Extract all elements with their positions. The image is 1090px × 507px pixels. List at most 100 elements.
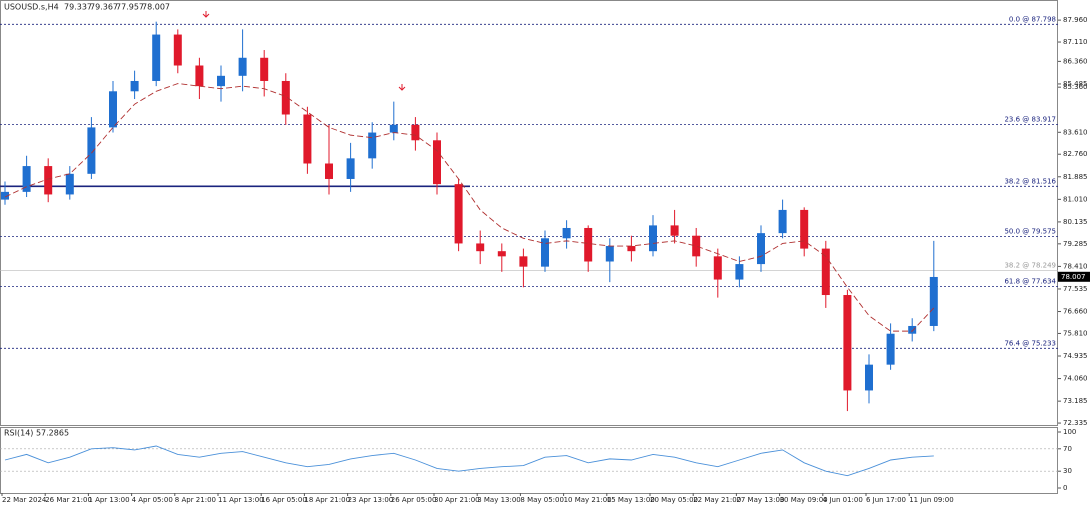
candle-body	[605, 246, 614, 262]
arrow	[202, 11, 210, 18]
x-tick-label: 23 Apr 13:00	[348, 496, 394, 504]
candle-body	[908, 325, 917, 334]
candle-body	[735, 264, 744, 280]
x-tick-label: 11 Apr 13:00	[218, 496, 264, 504]
rsi-title: RSI(14) 57.2865	[4, 429, 69, 438]
candle-body	[865, 364, 873, 391]
x-tick-label: 6 Jun 17:00	[866, 496, 906, 504]
candle-body	[389, 124, 398, 133]
fib-label: 38.2 @ 81.516	[1004, 177, 1056, 185]
candle-body	[497, 251, 506, 257]
y-tick-label: 87.110	[1063, 38, 1088, 46]
candle-body	[195, 65, 204, 87]
x-tick-label: 3 May 13:00	[477, 496, 521, 504]
candle-body	[152, 34, 161, 81]
y-tick-label: 78.410	[1063, 262, 1088, 270]
x-tick-label: 15 May 13:00	[607, 496, 655, 504]
fib-label: 0.0 @ 87.798	[1009, 15, 1056, 23]
candle-body	[173, 34, 182, 66]
candle-body	[454, 184, 463, 244]
x-tick-label: 16 Apr 05:00	[261, 496, 307, 504]
candle-body	[778, 209, 787, 234]
x-tick-label: 27 May 13:00	[736, 496, 784, 504]
rsi-tick-label: 70	[1063, 445, 1072, 453]
y-tick-label: 82.760	[1063, 150, 1088, 158]
header-high: 79.367	[90, 3, 118, 12]
x-tick-label: 11 Jun 09:00	[909, 496, 953, 504]
x-tick-label: 1 Apr 13:00	[88, 496, 129, 504]
candle-body	[1, 191, 9, 200]
candle-body	[325, 163, 333, 179]
candle-body	[44, 166, 53, 195]
y-tick-label: 73.185	[1063, 397, 1088, 405]
y-tick-label: 74.060	[1063, 375, 1088, 383]
y-tick-label: 80.135	[1063, 218, 1088, 226]
candle-body	[886, 333, 895, 365]
x-tick-label: 30 May 09:00	[780, 496, 828, 504]
candle-body	[562, 227, 571, 239]
y-tick-label: 81.885	[1063, 173, 1088, 181]
y-tick-label: 85.485	[1063, 80, 1088, 88]
y-tick-label: 77.535	[1063, 285, 1088, 293]
candle-body	[22, 166, 31, 192]
y-tick-label: 85.360	[1063, 83, 1088, 91]
candle-body	[476, 243, 485, 252]
y-tick-label: 72.335	[1063, 419, 1088, 427]
x-tick-label: 10 May 21:00	[564, 496, 612, 504]
candle-body	[433, 140, 441, 185]
fractal-arrows	[202, 11, 406, 91]
candle-body	[821, 248, 830, 296]
last-price-label: 78.007	[1061, 273, 1086, 281]
candle-body	[843, 295, 852, 391]
candle-body	[649, 225, 657, 252]
secondary-label: 38.2 @ 78.249	[1004, 262, 1056, 270]
y-tick-label: 83.610	[1063, 128, 1088, 136]
symbol: USOUSD.s,H4	[4, 3, 59, 12]
candle-body	[281, 80, 290, 115]
rsi-tick-label: 30	[1063, 467, 1072, 475]
arrow	[398, 84, 406, 91]
candle-body	[692, 235, 701, 257]
candle-body	[346, 158, 355, 179]
x-tick-label: 18 Apr 21:00	[304, 496, 350, 504]
candle-body	[130, 80, 139, 92]
x-tick-label: 8 Apr 21:00	[175, 496, 216, 504]
x-tick-label: 26 Apr 05:00	[391, 496, 437, 504]
candle-body	[627, 246, 636, 252]
x-tick-label: 4 Apr 05:00	[132, 496, 173, 504]
candle-body	[584, 227, 593, 262]
last-price-box	[1058, 271, 1090, 282]
candle-body	[929, 276, 938, 326]
candle-body	[87, 127, 96, 174]
x-tick-label: 20 May 05:00	[650, 496, 698, 504]
candle-body	[260, 57, 269, 81]
candle-body	[713, 256, 722, 280]
x-tick-label: 22 May 21:00	[693, 496, 741, 504]
main-frame	[0, 0, 1058, 426]
candle-body	[303, 114, 312, 164]
candle-body	[238, 57, 247, 76]
candle-body	[757, 233, 765, 265]
candle-body	[411, 124, 420, 141]
y-tick-label: 75.810	[1063, 329, 1088, 337]
x-tick-label: 8 May 05:00	[520, 496, 564, 504]
fib-label: 76.4 @ 75.233	[1004, 339, 1056, 347]
y-tick-label: 76.660	[1063, 308, 1088, 316]
y-tick-label: 86.360	[1063, 57, 1088, 65]
y-tick-label: 74.935	[1063, 352, 1088, 360]
rsi-tick-label: 100	[1063, 428, 1076, 436]
moving-average	[4, 83, 935, 332]
rsi-line	[4, 445, 934, 477]
fib-label: 23.6 @ 83.917	[1004, 115, 1056, 123]
x-tick-label: 26 Mar 21:00	[45, 496, 92, 504]
x-tick-label: 4 Jun 01:00	[823, 496, 863, 504]
header-open: 79.337	[64, 3, 92, 12]
header-close: 78.007	[142, 3, 170, 12]
rsi-frame	[0, 427, 1058, 494]
candle-body	[217, 75, 225, 87]
candle-body	[519, 256, 528, 267]
fib-label: 50.0 @ 79.575	[1004, 227, 1056, 235]
y-tick-label: 87.960	[1063, 16, 1088, 24]
x-tick-label: 22 Mar 2024	[2, 496, 47, 504]
